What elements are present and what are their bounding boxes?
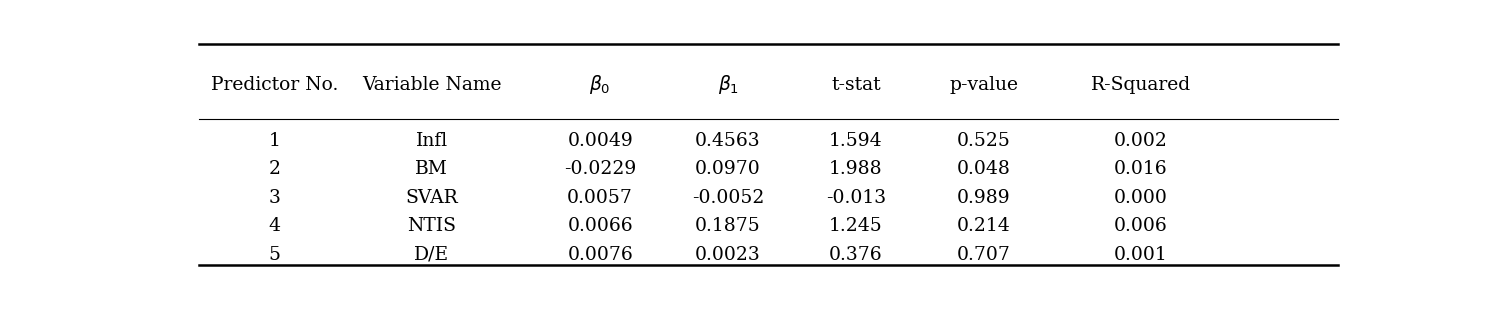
Text: 1.594: 1.594 bbox=[830, 132, 882, 150]
Text: 5: 5 bbox=[268, 246, 280, 264]
Text: 0.4563: 0.4563 bbox=[694, 132, 760, 150]
Text: -0.013: -0.013 bbox=[827, 189, 886, 207]
Text: NTIS: NTIS bbox=[406, 217, 456, 235]
Text: 0.376: 0.376 bbox=[830, 246, 882, 264]
Text: 0.0076: 0.0076 bbox=[567, 246, 633, 264]
Text: t-stat: t-stat bbox=[831, 76, 880, 94]
Text: 0.214: 0.214 bbox=[957, 217, 1011, 235]
Text: SVAR: SVAR bbox=[405, 189, 457, 207]
Text: $\beta_0$: $\beta_0$ bbox=[590, 73, 610, 96]
Text: 0.525: 0.525 bbox=[957, 132, 1011, 150]
Text: 0.707: 0.707 bbox=[957, 246, 1011, 264]
Text: 0.048: 0.048 bbox=[957, 160, 1011, 178]
Text: 0.002: 0.002 bbox=[1114, 132, 1167, 150]
Text: 0.989: 0.989 bbox=[957, 189, 1011, 207]
Text: 0.001: 0.001 bbox=[1114, 246, 1167, 264]
Text: p-value: p-value bbox=[950, 76, 1018, 94]
Text: 0.0970: 0.0970 bbox=[694, 160, 760, 178]
Text: Variable Name: Variable Name bbox=[362, 76, 501, 94]
Text: Predictor No.: Predictor No. bbox=[211, 76, 339, 94]
Text: 0.0049: 0.0049 bbox=[567, 132, 633, 150]
Text: BM: BM bbox=[416, 160, 448, 178]
Text: 0.0057: 0.0057 bbox=[567, 189, 633, 207]
Text: 0.1875: 0.1875 bbox=[694, 217, 760, 235]
Text: 0.016: 0.016 bbox=[1114, 160, 1167, 178]
Text: D/E: D/E bbox=[414, 246, 448, 264]
Text: 0.006: 0.006 bbox=[1114, 217, 1167, 235]
Text: $\beta_1$: $\beta_1$ bbox=[717, 73, 738, 96]
Text: 4: 4 bbox=[268, 217, 280, 235]
Text: 0.0066: 0.0066 bbox=[567, 217, 633, 235]
Text: 1: 1 bbox=[268, 132, 280, 150]
Text: 0.0023: 0.0023 bbox=[694, 246, 760, 264]
Text: -0.0229: -0.0229 bbox=[564, 160, 636, 178]
Text: 0.000: 0.000 bbox=[1114, 189, 1167, 207]
Text: 2: 2 bbox=[268, 160, 280, 178]
Text: 3: 3 bbox=[268, 189, 280, 207]
Text: Infl: Infl bbox=[416, 132, 447, 150]
Text: 1.245: 1.245 bbox=[830, 217, 884, 235]
Text: 1.988: 1.988 bbox=[830, 160, 882, 178]
Text: R-Squared: R-Squared bbox=[1090, 76, 1191, 94]
Text: -0.0052: -0.0052 bbox=[692, 189, 764, 207]
